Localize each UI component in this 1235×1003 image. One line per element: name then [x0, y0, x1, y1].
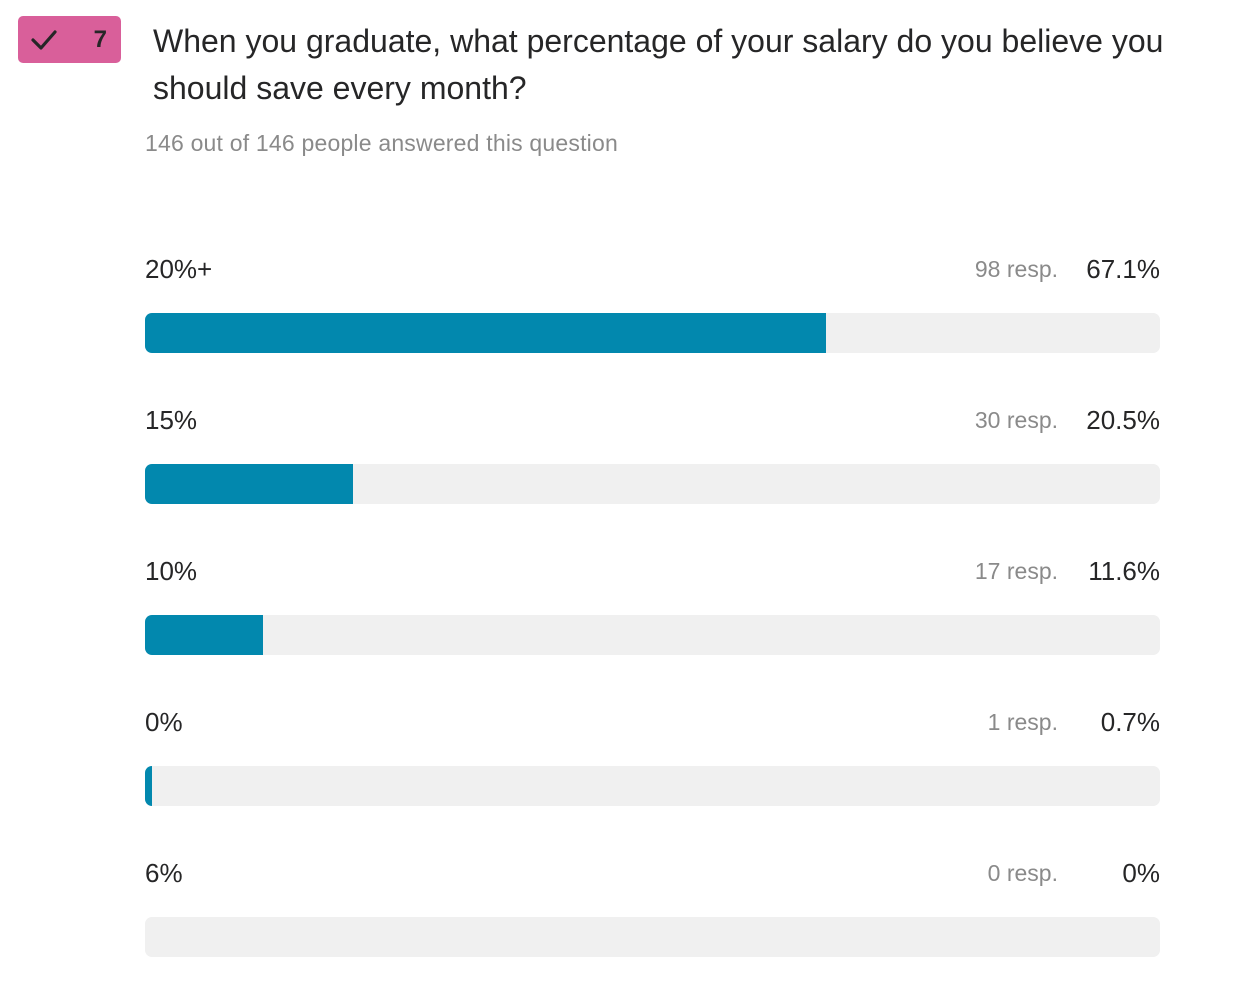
option-row: 15% 30 resp. 20.5% — [145, 399, 1160, 550]
option-percentage: 11.6% — [1088, 556, 1160, 586]
question-title: When you graduate, what percentage of yo… — [153, 23, 1164, 106]
bar-fill — [145, 766, 153, 806]
option-response-count: 1 resp. — [987, 709, 1058, 735]
bar-track — [145, 464, 1160, 504]
option-row: 10% 17 resp. 11.6% — [145, 550, 1160, 701]
option-row: 20%+ 98 resp. 67.1% — [145, 248, 1160, 399]
option-row: 6% 0 resp. 0% — [145, 852, 1160, 1003]
option-label: 6% — [145, 858, 183, 888]
option-label: 15% — [145, 405, 198, 435]
option-response-count: 17 resp. — [974, 558, 1058, 584]
option-label: 0% — [145, 707, 183, 737]
option-percentage: 67.1% — [1086, 254, 1160, 284]
bar-track — [145, 766, 1160, 806]
option-percentage: 20.5% — [1086, 405, 1160, 435]
option-row: 0% 1 resp. 0.7% — [145, 701, 1160, 852]
answered-count: 146 out of 146 people answered this ques… — [145, 130, 618, 156]
question-number: 7 — [93, 25, 107, 53]
option-label: 20%+ — [145, 254, 213, 284]
check-icon — [30, 28, 58, 52]
option-label: 10% — [145, 556, 198, 586]
bar-fill — [145, 615, 263, 655]
option-response-count: 0 resp. — [987, 860, 1058, 886]
option-response-count: 98 resp. — [974, 256, 1058, 282]
bar-fill — [145, 313, 827, 353]
bar-fill — [145, 464, 354, 504]
results-chart: 20%+ 98 resp. 67.1% 15% 30 resp. 20.5% 1… — [145, 248, 1160, 1003]
option-response-count: 30 resp. — [974, 407, 1058, 433]
option-percentage: 0% — [1122, 858, 1160, 888]
bar-track — [145, 313, 1160, 353]
bar-track — [145, 917, 1160, 957]
bar-track — [145, 615, 1160, 655]
option-percentage: 0.7% — [1100, 707, 1160, 737]
question-number-badge: 7 — [18, 16, 121, 63]
